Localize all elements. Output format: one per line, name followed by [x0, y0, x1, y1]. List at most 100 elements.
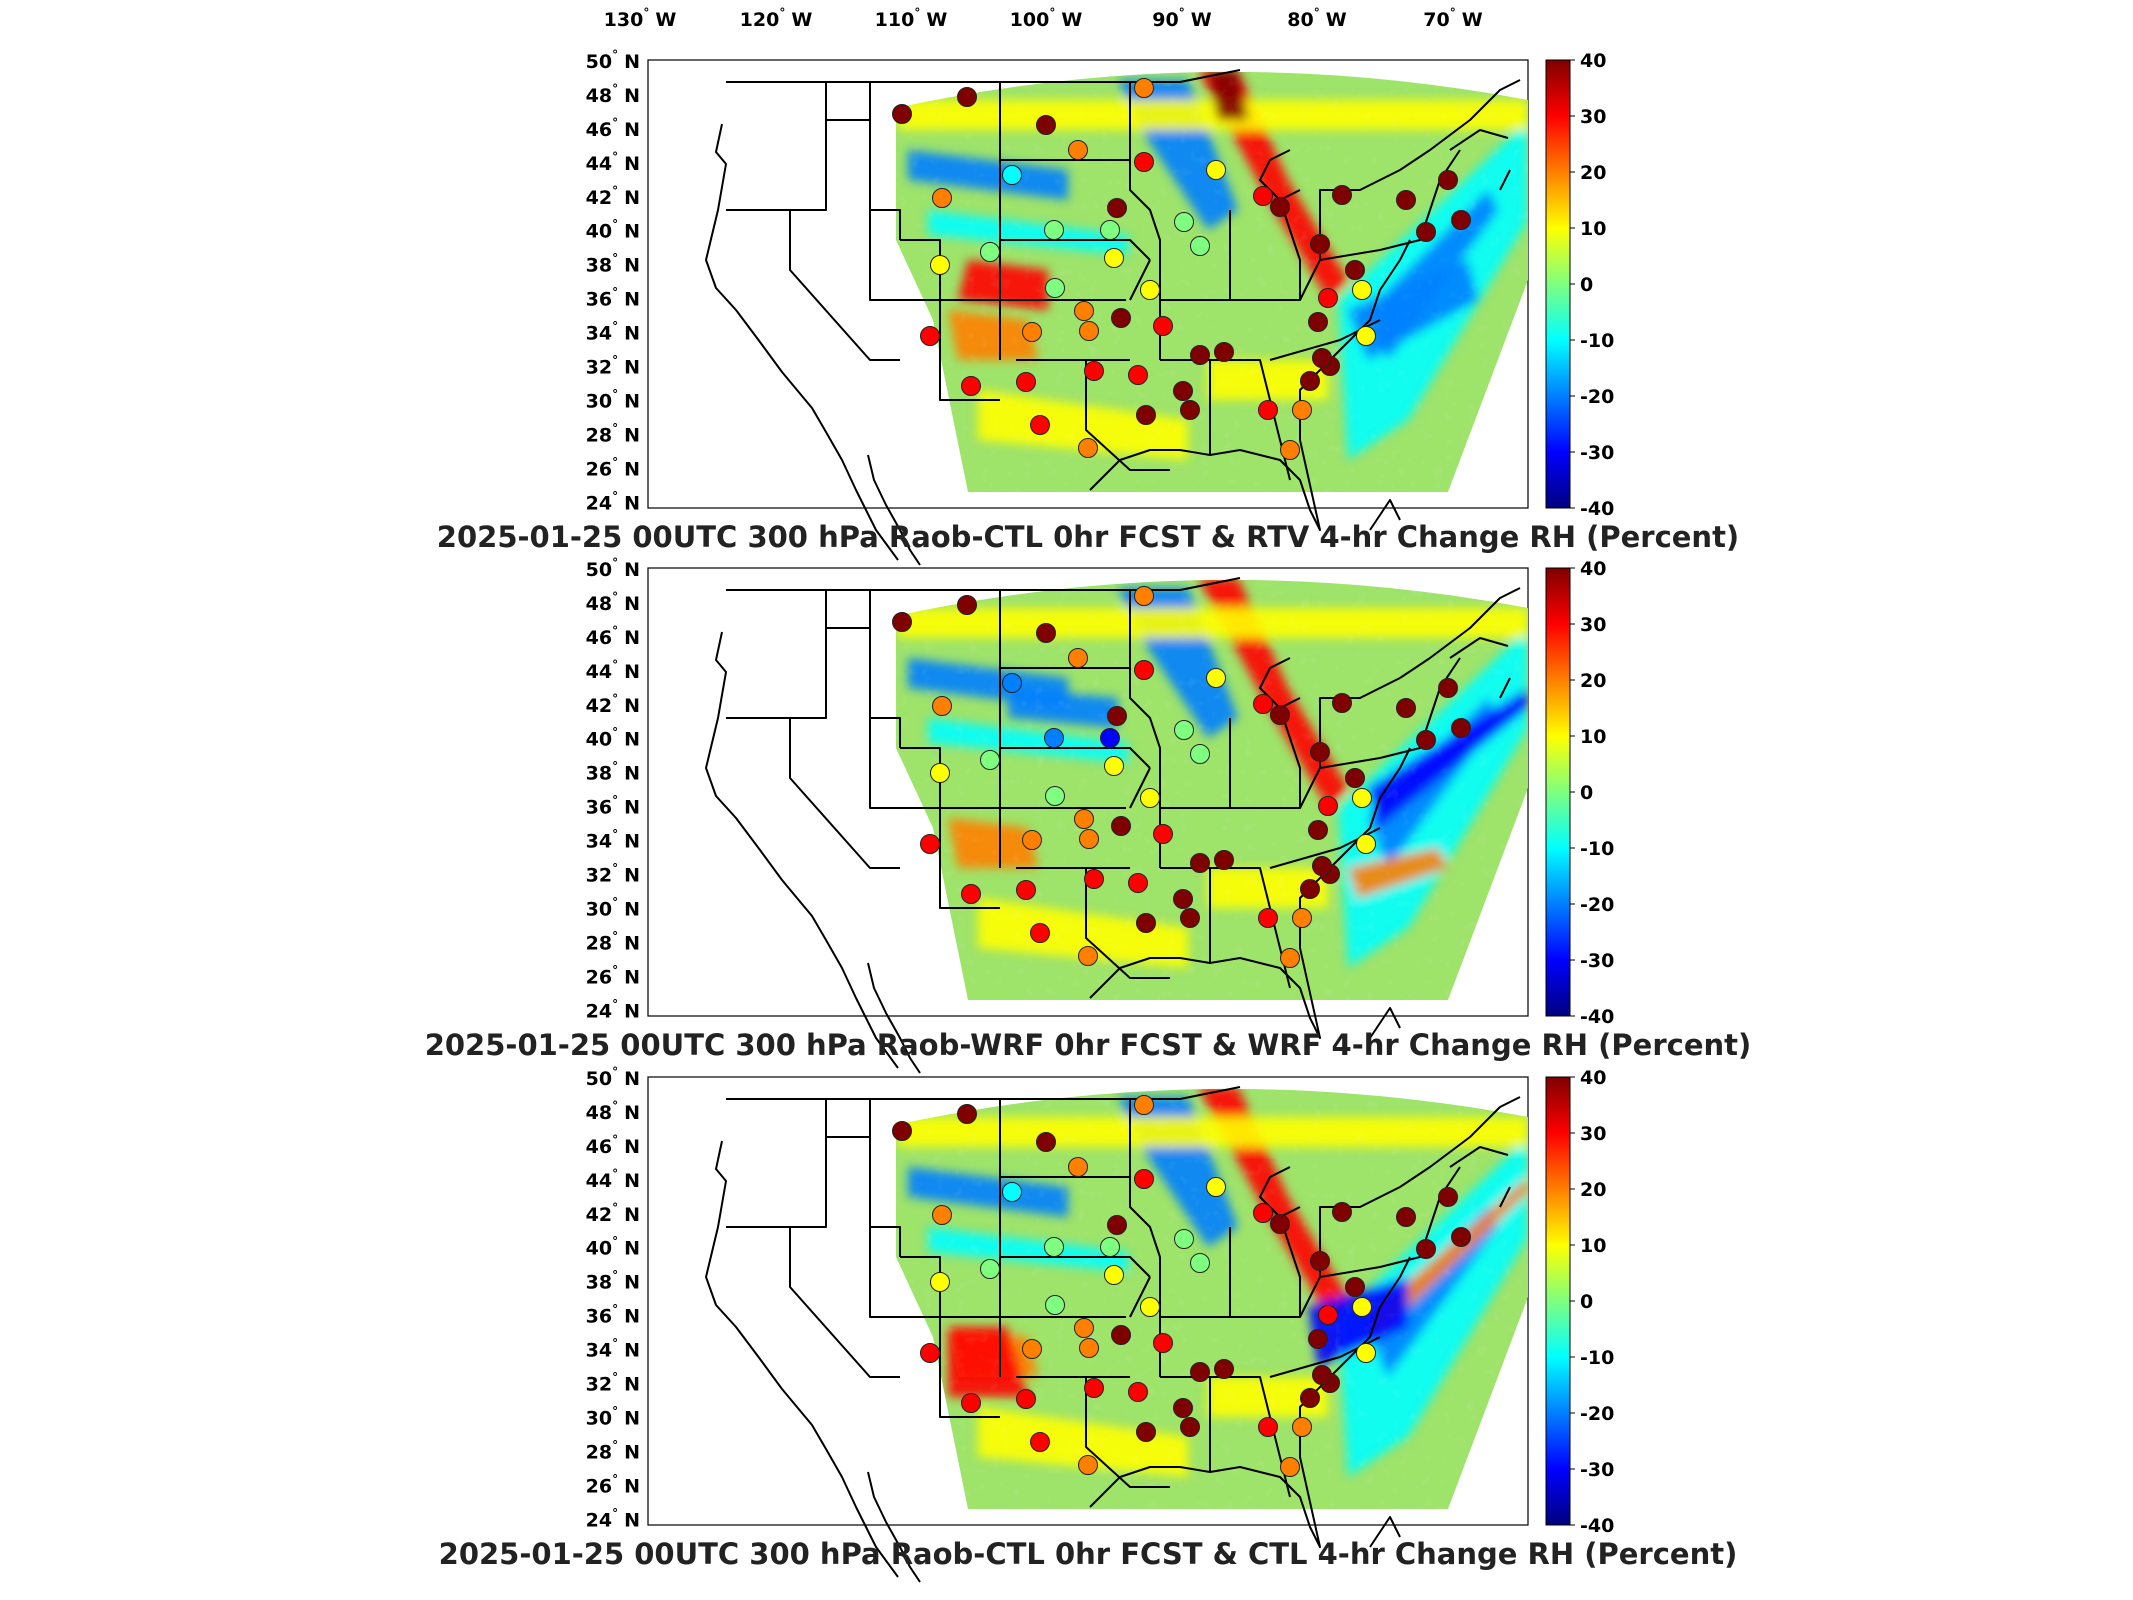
raob-station-dot: [1036, 623, 1056, 643]
raob-station-dot: [892, 612, 912, 632]
raob-station-dot: [1016, 372, 1036, 392]
lon-label: 110° W: [875, 6, 948, 31]
raob-station-dot: [1044, 220, 1064, 240]
raob-station-dot: [1451, 210, 1471, 230]
raob-station-dot: [1173, 1398, 1193, 1418]
boundary-line: [789, 1227, 900, 1378]
lat-label: 44° N: [586, 1167, 640, 1192]
raob-station-dot: [1136, 913, 1156, 933]
state-boundaries: [705, 577, 1521, 1074]
boundary-line: [1000, 239, 1151, 261]
boundary-line: [1449, 637, 1509, 659]
raob-station-dot: [1140, 1297, 1160, 1317]
boundary-line: [867, 454, 921, 566]
lat-label: 28° N: [586, 929, 640, 954]
raob-station-dot: [1332, 1202, 1352, 1222]
raob-station-dot: [1100, 728, 1120, 748]
raob-station-dot: [1100, 1237, 1120, 1257]
lat-label: 44° N: [586, 658, 640, 683]
raob-station-dot: [1310, 742, 1330, 762]
lon-label: 120° W: [740, 6, 813, 31]
raob-station-dot: [1128, 873, 1148, 893]
raob-station-dot: [1030, 415, 1050, 435]
raob-station-dot: [1332, 185, 1352, 205]
raob-station-dot: [920, 834, 940, 854]
raob-station-dot: [1079, 829, 1099, 849]
raob-station-dot: [961, 884, 981, 904]
boundary-line: [1085, 360, 1170, 471]
colorbar-tick-label: 0: [1580, 782, 1593, 804]
colorbar-tick-label: 30: [1580, 1123, 1606, 1145]
raob-station-dot: [1253, 1203, 1273, 1223]
boundary-line: [1129, 1099, 1161, 1377]
raob-station-dot: [1174, 1229, 1194, 1249]
raob-station-dot: [1356, 326, 1376, 346]
lat-label: 38° N: [586, 760, 640, 785]
raob-station-dot: [1308, 312, 1328, 332]
boundary-line: [726, 1099, 827, 1228]
colorbar: 40 30 20 10 0 -10 -20 -30 -40: [1545, 50, 1614, 520]
lon-label: 70° W: [1423, 6, 1482, 31]
boundary-line: [1259, 657, 1301, 709]
raob-station-dot: [1134, 660, 1154, 680]
boundary-line: [726, 82, 827, 211]
raob-station-dot: [1002, 165, 1022, 185]
raob-station-dot: [1451, 1227, 1471, 1247]
raob-station-dot: [1438, 1187, 1458, 1207]
boundary-line: [869, 210, 940, 301]
station-markers: [892, 78, 1471, 460]
latitude-axis-labels: 50° N 48° N 46° N 44° N 42° N 40° N 38° N 36° N 34° N 32° N…: [586, 48, 640, 514]
raob-station-dot: [1308, 820, 1328, 840]
rh-change-field: [896, 1088, 1528, 1509]
raob-station-dot: [1280, 948, 1300, 968]
boundary-line: [1129, 259, 1151, 301]
panel-title: 2025-01-25 00UTC 300 hPa Raob-CTL 0hr FC…: [437, 520, 1739, 554]
raob-station-dot: [1214, 1359, 1234, 1379]
latitude-axis-labels: 50° N 48° N 46° N 44° N 42° N 40° N 38° N 36° N 34° N 32° N…: [586, 556, 640, 1022]
colorbar-tick-label: -20: [1580, 894, 1614, 916]
lat-label: 24° N: [586, 1506, 640, 1531]
lat-label: 30° N: [586, 387, 640, 412]
raob-station-dot: [1270, 705, 1290, 725]
lat-label: 24° N: [586, 489, 640, 514]
raob-station-dot: [1078, 438, 1098, 458]
longitude-axis-labels: 130° W 120° W 110° W 100° W 90° W 80° W 70° W: [604, 6, 1483, 31]
boundary-line: [869, 718, 940, 809]
boundary-line: [1129, 767, 1151, 809]
boundary-line: [1129, 1276, 1151, 1318]
raob-station-dot: [1153, 1333, 1173, 1353]
colorbar-tick-label: 0: [1580, 1291, 1593, 1313]
raob-station-dot: [1396, 190, 1416, 210]
raob-station-dot: [1068, 648, 1088, 668]
boundary-line: [1279, 199, 1301, 300]
boundary-line: [1369, 499, 1401, 531]
raob-station-dot: [1136, 405, 1156, 425]
boundary-line: [1000, 1256, 1151, 1278]
boundary-line: [1129, 590, 1161, 868]
lat-label: 28° N: [586, 1438, 640, 1463]
boundary-line: [1230, 249, 1381, 301]
colorbar-tick-label: -20: [1580, 1403, 1614, 1425]
latitude-axis-labels: 50° N 48° N 46° N 44° N 42° N 40° N 38° N 36° N 34° N 32° N…: [586, 1065, 640, 1531]
lat-label: 42° N: [586, 692, 640, 717]
raob-station-dot: [1016, 880, 1036, 900]
raob-station-dot: [1206, 160, 1226, 180]
boundary-line: [869, 590, 901, 748]
raob-station-dot: [1022, 322, 1042, 342]
colorbar-tick-label: 10: [1580, 726, 1606, 748]
colorbar-gradient: [1545, 1076, 1571, 1526]
colorbar: 40 30 20 10 0 -10 -20 -30 -40: [1545, 1067, 1614, 1537]
map-panel: 50° N 48° N 46° N 44° N 42° N 40° N 38° N 36° N 34° N 32° N…: [439, 1065, 1737, 1583]
raob-station-dot: [1352, 1297, 1372, 1317]
raob-station-dot: [1416, 730, 1436, 750]
raob-station-dot: [1100, 220, 1120, 240]
raob-station-dot: [1280, 1457, 1300, 1477]
lat-label: 32° N: [586, 1371, 640, 1396]
state-boundaries: [705, 69, 1521, 566]
boundary-line: [869, 1099, 901, 1257]
colorbar-gradient: [1545, 567, 1571, 1017]
raob-station-dot: [1036, 1132, 1056, 1152]
raob-station-dot: [1074, 301, 1094, 321]
raob-station-dot: [961, 376, 981, 396]
lat-label: 26° N: [586, 455, 640, 480]
